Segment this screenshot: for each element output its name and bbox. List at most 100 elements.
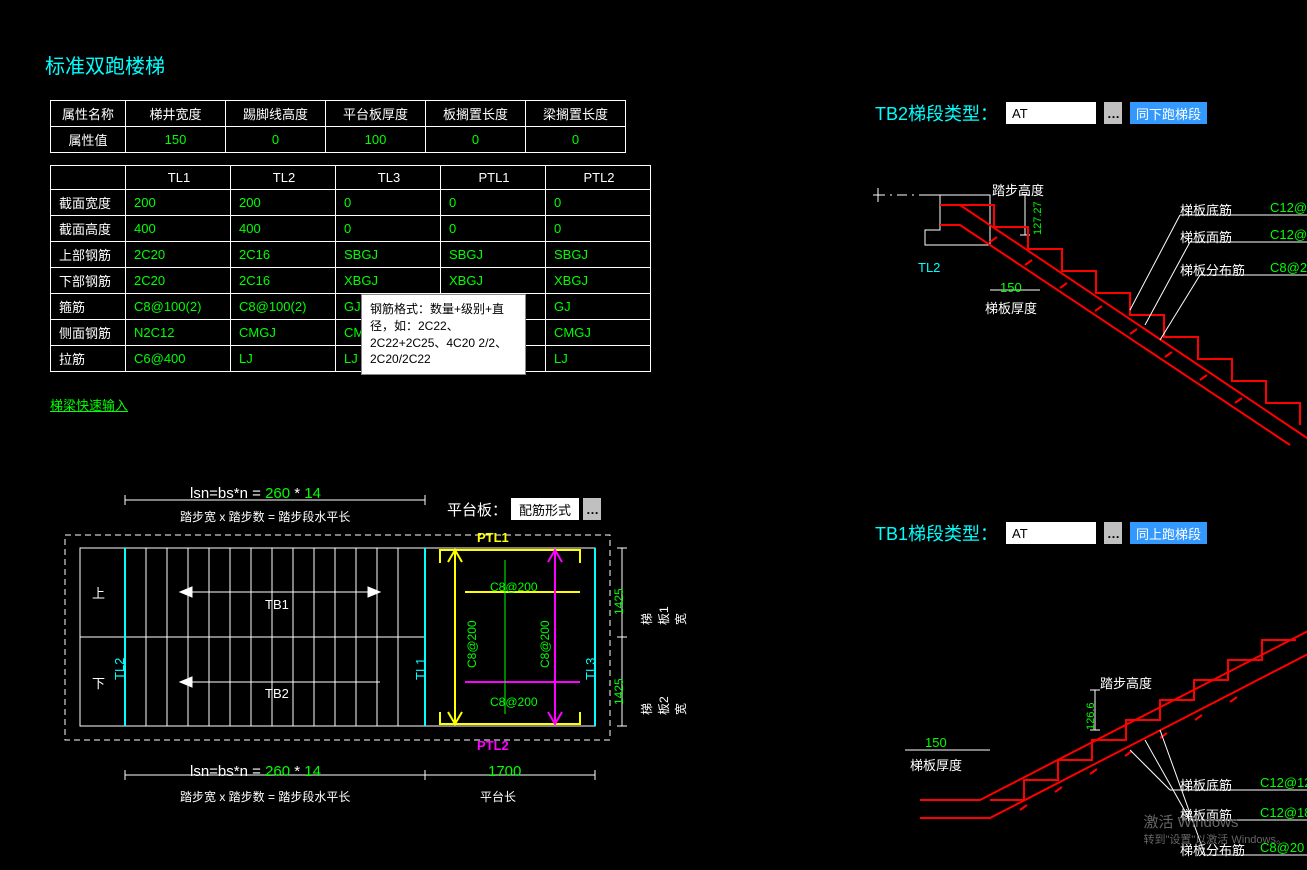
tb2-type-select[interactable]: AT xyxy=(1006,102,1096,124)
tb1-label: TB1 xyxy=(265,597,289,612)
windows-activation-watermark: 激活 Windows 转到"设置"以激活 Windows。 xyxy=(1144,812,1288,848)
page-title: 标准双跑楼梯 xyxy=(45,50,165,79)
row-head: 下部钢筋 xyxy=(51,268,126,294)
c8-label: C8@200 xyxy=(490,580,538,594)
cell[interactable]: 100 xyxy=(326,127,426,153)
side-label: 梯板2宽 xyxy=(638,693,689,715)
tl2-mark: TL2 xyxy=(918,260,940,275)
cell[interactable]: 200 xyxy=(126,190,231,216)
cell[interactable]: 0 xyxy=(441,190,546,216)
cell: 梯井宽度 xyxy=(126,101,226,127)
tb1-controls: TB1梯段类型： AT … 同上跑梯段 xyxy=(875,520,1207,546)
cell[interactable]: 0 xyxy=(546,216,651,242)
ptl2-label: PTL2 xyxy=(477,738,509,753)
cell: 踢脚线高度 xyxy=(226,101,326,127)
watermark-line1: 激活 Windows xyxy=(1144,812,1288,833)
step-height-label: 踏步高度 xyxy=(992,180,1044,199)
cell[interactable]: 0 xyxy=(426,127,526,153)
col-head: TL2 xyxy=(231,166,336,190)
cell[interactable]: 200 xyxy=(231,190,336,216)
cell[interactable]: 2C20 xyxy=(126,268,231,294)
row-head: 拉筋 xyxy=(51,346,126,372)
cell[interactable]: XBGJ xyxy=(336,268,441,294)
cell[interactable]: LJ xyxy=(546,346,651,372)
tb1-more-button[interactable]: … xyxy=(1104,522,1122,544)
dim-val: 1425 xyxy=(612,678,626,705)
plan-svg xyxy=(50,480,660,810)
cell[interactable]: 0 xyxy=(336,190,441,216)
cell[interactable]: 0 xyxy=(226,127,326,153)
cell[interactable]: SBGJ xyxy=(546,242,651,268)
cell[interactable]: 400 xyxy=(126,216,231,242)
cell: 平台板厚度 xyxy=(326,101,426,127)
formula-text: * xyxy=(294,763,304,780)
tb1-type-select[interactable]: AT xyxy=(1006,522,1096,544)
bottom-bar-label: 梯板底筋 xyxy=(1180,775,1232,794)
cell[interactable]: CMGJ xyxy=(231,320,336,346)
cell[interactable]: XBGJ xyxy=(546,268,651,294)
beam-table: TL1 TL2 TL3 PTL1 PTL2 截面宽度 200 200 0 0 0… xyxy=(50,165,651,372)
cell: 板搁置长度 xyxy=(426,101,526,127)
top-bar-label: 梯板面筋 xyxy=(1180,227,1232,246)
tb2-label: TB2 xyxy=(265,686,289,701)
slab-thickness-label: 梯板厚度 xyxy=(985,298,1037,317)
row-head: 箍筋 xyxy=(51,294,126,320)
c8-label: C8@200 xyxy=(538,620,552,668)
col-head: TL1 xyxy=(126,166,231,190)
side-label: 梯板1宽 xyxy=(638,603,689,625)
tb1-label: TB1梯段类型： xyxy=(875,520,998,546)
cell[interactable]: 150 xyxy=(126,127,226,153)
dist-bar-val: C8@2 xyxy=(1270,260,1307,275)
same-as-upper-button[interactable]: 同上跑梯段 xyxy=(1130,522,1207,544)
cell[interactable]: 0 xyxy=(546,190,651,216)
c8-label: C8@200 xyxy=(490,695,538,709)
row-head: 上部钢筋 xyxy=(51,242,126,268)
tl1-label: TL1 xyxy=(413,658,428,680)
step-height-val: 127.27 xyxy=(1032,201,1044,235)
formula-val: 260 xyxy=(265,763,290,780)
tb2-controls: TB2梯段类型： AT … 同下跑梯段 xyxy=(875,100,1207,126)
col-head xyxy=(51,166,126,190)
formula-text: lsn=bs*n = xyxy=(190,763,265,780)
step-height-val: 126.6 xyxy=(1085,702,1097,730)
top-bar-val: C12@ xyxy=(1270,227,1307,242)
cell[interactable]: N2C12 xyxy=(126,320,231,346)
watermark-line2: 转到"设置"以激活 Windows。 xyxy=(1144,833,1288,848)
stair-plan-view: lsn=bs*n = 260 * 14 踏步宽 x 踏步数 = 踏步段水平长 xyxy=(50,480,660,810)
cell[interactable]: SBGJ xyxy=(441,242,546,268)
bottom-bar-val: C12@12 xyxy=(1260,775,1307,790)
col-head: TL3 xyxy=(336,166,441,190)
slab-thickness-val: 150 xyxy=(1000,280,1022,295)
slab-thickness-label: 梯板厚度 xyxy=(910,755,962,774)
same-as-lower-button[interactable]: 同下跑梯段 xyxy=(1130,102,1207,124)
tb2-label: TB2梯段类型： xyxy=(875,100,998,126)
cell[interactable]: 400 xyxy=(231,216,336,242)
tb2-more-button[interactable]: … xyxy=(1104,102,1122,124)
cell[interactable]: 0 xyxy=(336,216,441,242)
cell: 梁搁置长度 xyxy=(526,101,626,127)
cell[interactable]: 2C20 xyxy=(126,242,231,268)
bottom-bar-val: C12@ xyxy=(1270,200,1307,215)
cell[interactable]: 0 xyxy=(441,216,546,242)
cell[interactable]: XBGJ xyxy=(441,268,546,294)
formula-sub: 踏步宽 x 踏步数 = 踏步段水平长 xyxy=(180,788,350,805)
row-head: 截面宽度 xyxy=(51,190,126,216)
tl2-label: TL2 xyxy=(112,658,127,680)
cell[interactable]: C8@100(2) xyxy=(231,294,336,320)
cell[interactable]: C8@100(2) xyxy=(126,294,231,320)
cell[interactable]: 2C16 xyxy=(231,268,336,294)
quick-input-link[interactable]: 梯梁快速输入 xyxy=(50,395,128,414)
platform-length-val: 1700 xyxy=(488,763,521,780)
cell[interactable]: SBGJ xyxy=(336,242,441,268)
cell[interactable]: CMGJ xyxy=(546,320,651,346)
cell[interactable]: 0 xyxy=(526,127,626,153)
dim-val: 1425 xyxy=(612,588,626,615)
formula-val: 14 xyxy=(304,763,321,780)
cell[interactable]: 2C16 xyxy=(231,242,336,268)
slab-thickness-val: 150 xyxy=(925,735,947,750)
row-head: 截面高度 xyxy=(51,216,126,242)
cell[interactable]: C6@400 xyxy=(126,346,231,372)
platform-length-label: 平台长 xyxy=(480,788,516,805)
cell[interactable]: GJ xyxy=(546,294,651,320)
cell[interactable]: LJ xyxy=(231,346,336,372)
